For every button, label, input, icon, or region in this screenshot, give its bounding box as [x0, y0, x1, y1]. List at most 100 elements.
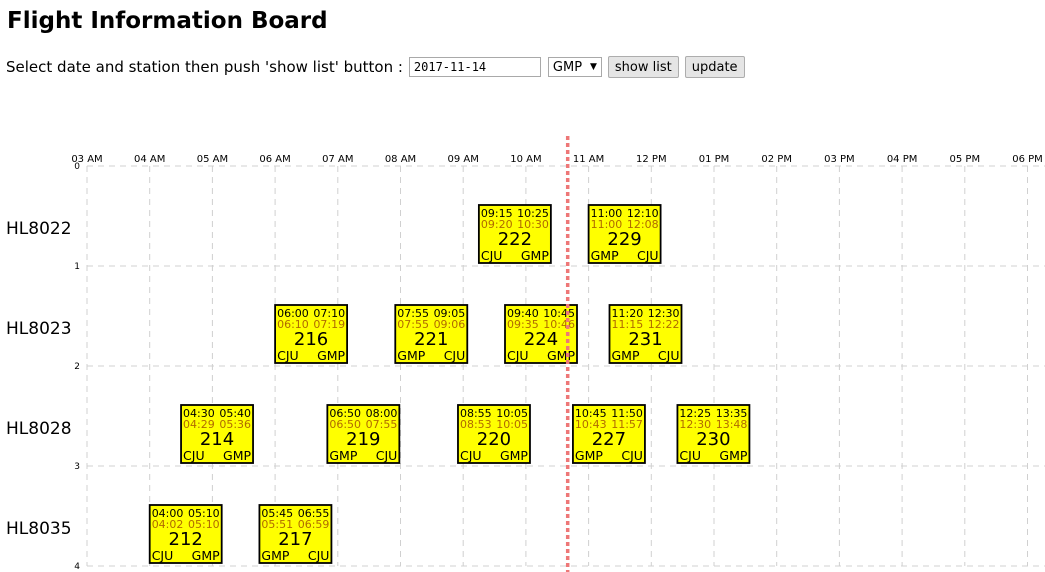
time-axis-label: 09 AM — [448, 154, 479, 165]
time-axis-label: 11 AM — [573, 154, 604, 165]
flight-number: 222 — [498, 229, 532, 250]
row-tick-label: 2 — [74, 362, 80, 372]
actual-arrival: 07:19 — [313, 318, 345, 331]
flight-number: 221 — [414, 329, 448, 350]
time-axis-label: 04 PM — [887, 154, 918, 165]
flight-card[interactable] — [572, 404, 646, 464]
destination-station: CJU — [376, 448, 398, 463]
flight-number: 227 — [592, 429, 626, 450]
show-list-button[interactable]: show list — [607, 56, 679, 78]
time-axis-label: 03 AM — [71, 154, 102, 165]
flight-card[interactable] — [326, 404, 401, 464]
row-tick-label: 3 — [74, 462, 80, 472]
scheduled-departure: 08:55 — [460, 407, 492, 420]
flight-number: 216 — [294, 329, 328, 350]
flight-card[interactable] — [676, 404, 751, 464]
actual-departure: 09:35 — [507, 318, 539, 331]
actual-arrival: 05:10 — [188, 518, 220, 531]
flight-number: 217 — [278, 529, 312, 550]
flight-number: 230 — [696, 429, 730, 450]
actual-departure: 08:53 — [460, 418, 492, 431]
actual-departure: 09:20 — [481, 218, 513, 231]
actual-arrival: 07:55 — [366, 418, 398, 431]
scheduled-arrival: 12:30 — [648, 307, 680, 320]
actual-departure: 10:43 — [575, 418, 607, 431]
flight-card[interactable] — [457, 404, 531, 464]
flight-card[interactable] — [274, 304, 349, 364]
scheduled-arrival: 10:05 — [496, 407, 528, 420]
scheduled-arrival: 10:25 — [517, 207, 549, 220]
scheduled-departure: 06:50 — [329, 407, 361, 420]
destination-station: GMP — [223, 448, 251, 463]
flight-number: 212 — [169, 529, 203, 550]
flight-card[interactable] — [587, 204, 662, 264]
aircraft-label: HL8028 — [6, 419, 72, 439]
origin-station: CJU — [152, 548, 174, 563]
scheduled-arrival: 11:50 — [611, 407, 643, 420]
scheduled-departure: 10:45 — [575, 407, 607, 420]
date-input[interactable] — [408, 57, 541, 77]
destination-station: GMP — [521, 248, 549, 263]
scheduled-departure: 09:40 — [507, 307, 539, 320]
actual-departure: 11:15 — [612, 318, 644, 331]
flight-card[interactable] — [148, 504, 223, 564]
origin-station: GMP — [261, 548, 289, 563]
row-tick-label: 0 — [74, 162, 80, 172]
actual-departure: 04:29 — [183, 418, 215, 431]
scheduled-arrival: 05:40 — [219, 407, 251, 420]
row-tick-label: 4 — [74, 562, 80, 572]
update-button[interactable]: update — [684, 56, 745, 78]
scheduled-departure: 04:30 — [183, 407, 215, 420]
flight-card[interactable] — [477, 204, 552, 264]
actual-departure: 05:51 — [261, 518, 293, 531]
time-axis-label: 10 AM — [510, 154, 541, 165]
flight-card[interactable] — [608, 304, 683, 364]
scheduled-arrival: 05:10 — [188, 507, 220, 520]
scheduled-arrival: 08:00 — [366, 407, 398, 420]
flight-number: 231 — [628, 329, 662, 350]
actual-arrival: 13:48 — [716, 418, 748, 431]
scheduled-departure: 11:00 — [591, 207, 623, 220]
scheduled-departure: 12:25 — [679, 407, 711, 420]
actual-departure: 04:02 — [152, 518, 184, 531]
actual-departure: 11:00 — [591, 218, 623, 231]
destination-station: GMP — [547, 348, 575, 363]
destination-station: CJU — [308, 548, 330, 563]
controls-bar: Select date and station then push 'show … — [6, 55, 745, 79]
caret-down-icon: ▼ — [589, 62, 597, 72]
time-axis-label: 05 PM — [950, 154, 981, 165]
flight-card[interactable] — [504, 304, 578, 364]
flight-number: 214 — [200, 429, 234, 450]
station-select-value: GMP — [552, 59, 583, 75]
time-axis-label: 05 AM — [197, 154, 228, 165]
actual-arrival: 11:57 — [611, 418, 643, 431]
actual-arrival: 12:22 — [648, 318, 680, 331]
actual-arrival: 09:06 — [434, 318, 466, 331]
destination-station: CJU — [621, 448, 643, 463]
scheduled-arrival: 06:55 — [298, 507, 330, 520]
scheduled-arrival: 13:35 — [716, 407, 748, 420]
flight-number: 219 — [346, 429, 380, 450]
time-axis-label: 07 AM — [322, 154, 353, 165]
destination-station: CJU — [658, 348, 680, 363]
flight-card[interactable] — [180, 404, 254, 464]
flight-card[interactable] — [258, 504, 333, 564]
time-axis-label: 03 PM — [824, 154, 855, 165]
scheduled-departure: 09:15 — [481, 207, 513, 220]
instruction-text: Select date and station then push 'show … — [6, 58, 403, 76]
time-axis-label: 06 AM — [259, 154, 290, 165]
origin-station: GMP — [591, 248, 619, 263]
origin-station: CJU — [460, 448, 482, 463]
station-select[interactable]: GMP ▼ — [547, 57, 602, 77]
scheduled-arrival: 12:10 — [627, 207, 659, 220]
actual-departure: 06:10 — [277, 318, 309, 331]
actual-arrival: 10:30 — [517, 218, 549, 231]
time-axis-label: 02 PM — [761, 154, 792, 165]
origin-station: GMP — [612, 348, 640, 363]
scheduled-departure: 07:55 — [397, 307, 429, 320]
actual-departure: 07:55 — [397, 318, 429, 331]
aircraft-label: HL8022 — [6, 219, 72, 239]
destination-station: GMP — [317, 348, 345, 363]
flight-card[interactable] — [394, 304, 469, 364]
